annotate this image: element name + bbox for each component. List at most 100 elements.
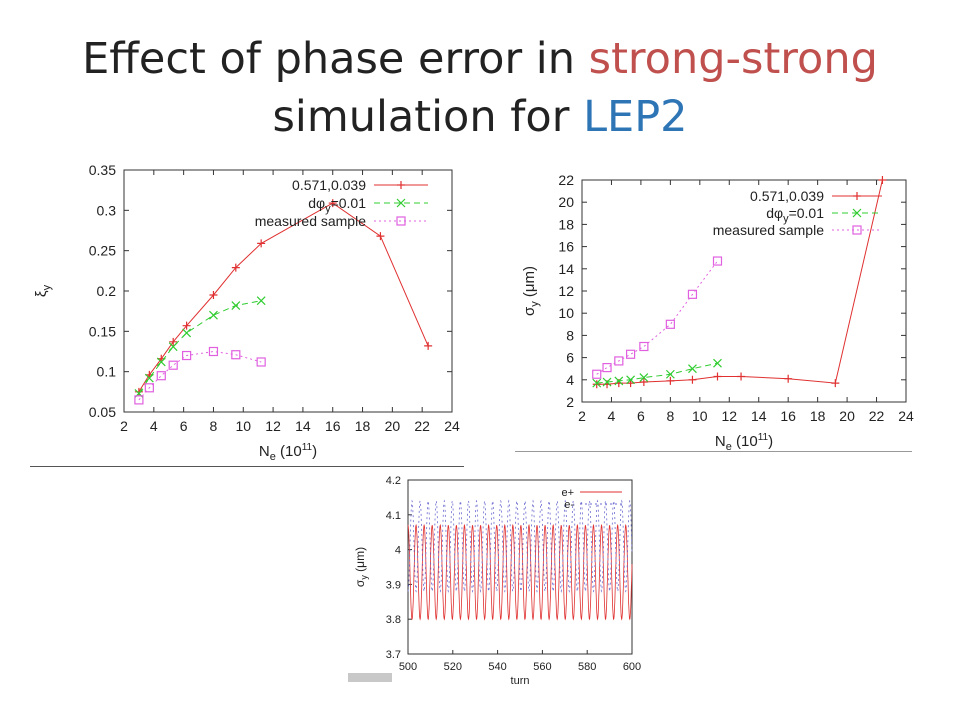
- x-tick-label: 560: [533, 661, 551, 673]
- series-line: [596, 362, 718, 384]
- y-tick-label: 0.1: [97, 364, 117, 380]
- label-part: measured sample: [255, 213, 366, 229]
- label-part: σ: [521, 306, 538, 316]
- label-part: y: [529, 301, 541, 307]
- legend-label: e+: [561, 487, 574, 499]
- y-tick-label: 3.8: [386, 614, 401, 626]
- slide-title: Effect of phase error in strong-strong s…: [0, 30, 960, 146]
- label-part: dφ: [308, 195, 325, 211]
- x-tick-label: 520: [444, 661, 462, 673]
- label-part: =0.01: [331, 195, 367, 211]
- y-tick-label: 16: [558, 239, 574, 255]
- data-point-plus: [134, 387, 143, 396]
- data-point-square: [592, 369, 602, 379]
- data-point-plus: [424, 341, 433, 350]
- legend-label: dφy=0.01: [308, 195, 366, 215]
- legend-label: measured sample: [255, 213, 366, 229]
- series-line: [596, 179, 883, 385]
- x-tick-label: 18: [810, 408, 826, 424]
- x-tick-label: 540: [488, 661, 506, 673]
- x-tick-label: 500: [399, 661, 417, 673]
- series-line: [596, 260, 718, 375]
- legend-label: dφy=0.01: [766, 205, 824, 225]
- label-part: 11: [302, 442, 313, 453]
- x-tick-label: 10: [235, 418, 251, 434]
- x-tick-label: 6: [637, 408, 645, 424]
- label-part: y: [41, 284, 53, 290]
- data-point-plus: [878, 176, 887, 184]
- plot-area: [123, 169, 453, 413]
- legend: e+e-: [561, 487, 622, 511]
- data-point-x: [852, 208, 862, 218]
- plot-area: [581, 176, 907, 403]
- data-point-square: [256, 357, 266, 367]
- data-point-plus: [713, 372, 722, 381]
- x-tick-label: 16: [325, 418, 341, 434]
- x-tick-label: 8: [210, 418, 218, 434]
- data-point-plus: [784, 374, 793, 383]
- data-point-square: [665, 319, 675, 329]
- data-point-plus: [737, 372, 746, 381]
- y-axis-label: σy (μm): [353, 547, 369, 587]
- y-axis-label: ξy: [33, 284, 53, 297]
- x-tick-label: 4: [608, 408, 616, 424]
- data-point-plus: [376, 232, 385, 241]
- data-point-x: [626, 375, 636, 385]
- title-highlight-lep2: LEP2: [583, 92, 688, 142]
- x-tick-label: 2: [578, 408, 586, 424]
- x-tick-label: 24: [444, 418, 460, 434]
- x-tick-label: 14: [751, 408, 767, 424]
- data-point-x: [168, 342, 178, 352]
- y-tick-label: 0.05: [89, 404, 116, 420]
- data-point-x: [144, 373, 154, 383]
- data-point-square: [156, 371, 166, 381]
- legend-label: e-: [564, 499, 574, 511]
- data-point-square: [134, 395, 144, 405]
- x-axis-label: turn: [511, 675, 530, 687]
- y-tick-label: 2: [566, 394, 574, 410]
- y-axis-label: σy (μm): [521, 266, 541, 316]
- data-point-plus: [231, 263, 240, 272]
- label-part: e: [270, 451, 276, 463]
- y-tick-label: 14: [558, 261, 574, 277]
- data-point-plus: [328, 199, 337, 208]
- data-point-square: [687, 289, 698, 299]
- data-point-square: [168, 360, 178, 370]
- x-axis-label: Ne (1011): [259, 442, 317, 463]
- label-part: y: [325, 203, 331, 215]
- label-part: ): [312, 443, 317, 460]
- y-tick-label: 10: [558, 305, 574, 321]
- data-point-square: [144, 383, 154, 393]
- title-text: simulation for: [272, 92, 584, 142]
- data-point-square: [852, 225, 862, 235]
- data-point-plus: [397, 181, 405, 189]
- data-point-square: [602, 362, 612, 373]
- title-line-1: Effect of phase error in strong-strong: [0, 30, 960, 88]
- image-caption-bar: [348, 673, 392, 682]
- data-point-x: [396, 198, 406, 208]
- data-point-square: [182, 350, 192, 361]
- y-tick-label: 6: [566, 350, 574, 366]
- series-line: [407, 499, 633, 593]
- label-part: 0.571,0.039: [292, 177, 366, 193]
- data-point-plus: [209, 291, 218, 300]
- data-point-x: [256, 296, 266, 306]
- title-highlight-strong: strong-strong: [588, 34, 878, 84]
- label-part: (10: [276, 443, 302, 460]
- y-tick-label: 0.25: [89, 243, 116, 259]
- label-part: (μm): [353, 547, 367, 575]
- y-tick-label: 20: [558, 194, 574, 210]
- plot-area: [407, 479, 633, 655]
- y-tick-label: 4: [395, 545, 401, 557]
- x-tick-label: 580: [578, 661, 596, 673]
- y-tick-label: 4.1: [386, 510, 401, 522]
- data-point-x: [614, 376, 624, 386]
- label-part: dφ: [766, 205, 783, 221]
- data-point-plus: [592, 380, 601, 389]
- x-tick-label: 22: [869, 408, 885, 424]
- data-point-square: [396, 216, 406, 226]
- y-tick-label: 3.9: [386, 579, 401, 591]
- label-part: y: [359, 575, 369, 580]
- y-tick-label: 0.2: [97, 283, 117, 299]
